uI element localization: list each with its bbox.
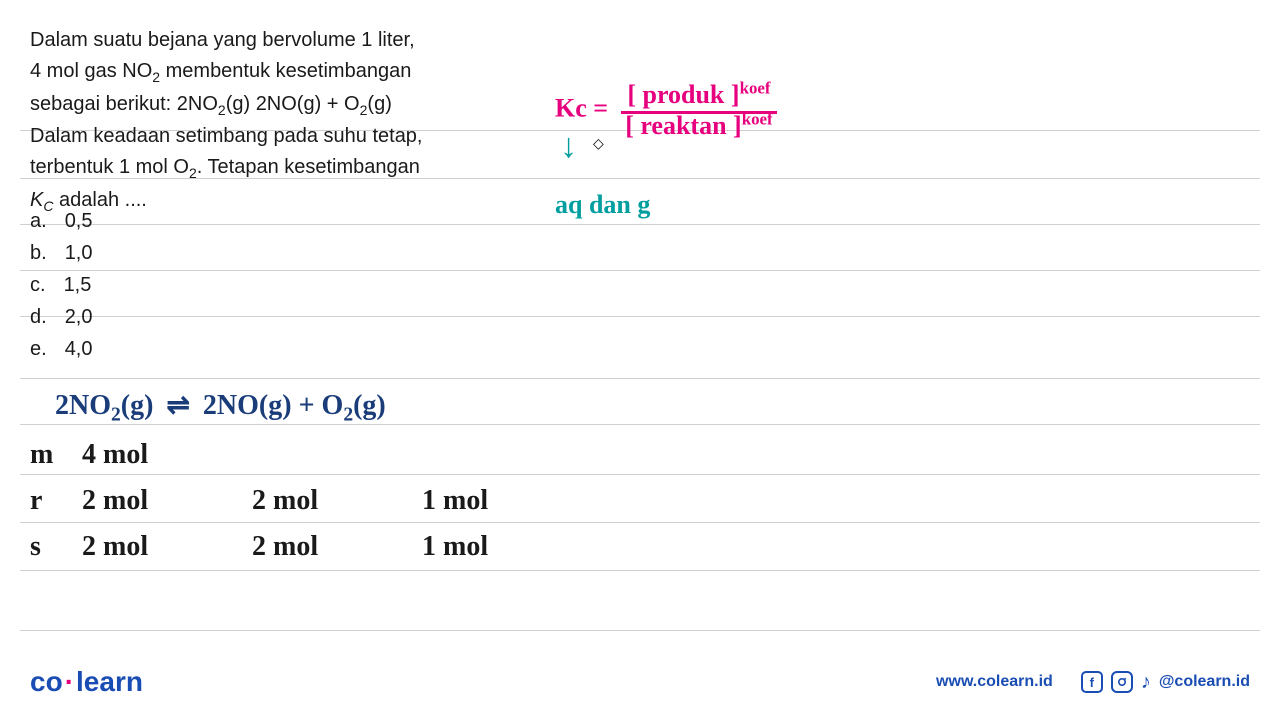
facebook-icon[interactable]: f [1081,671,1103,693]
instagram-icon[interactable] [1111,671,1133,693]
kc-formula: Kc = [ produk ]koef [ reaktan ]koef [555,78,777,141]
reaction-equation: 2NO2(g) ⇌ 2NO(g) + O2(g) [55,388,386,427]
option-d: d.2,0 [30,301,93,333]
option-c: c.1,5 [30,269,93,301]
arrow-down-icon: ↓ [560,128,577,166]
q-line4: Dalam keadaan setimbang pada suhu tetap, [30,125,423,147]
question-text: Dalam suatu bejana yang bervolume 1 lite… [30,25,530,218]
aq-and-g-note: aq dan g [555,190,650,220]
q-line5a: terbentuk 1 mol O [30,156,189,178]
ice-row-r: r 2 mol 2 mol 1 mol [30,478,562,524]
q-line3a: sebagai berikut: 2NO [30,93,218,115]
social-handle: @colearn.id [1159,673,1250,691]
ice-table: m 4 mol r 2 mol 2 mol 1 mol s 2 mol 2 mo… [30,432,562,570]
website-link[interactable]: www.colearn.id [936,673,1053,691]
q-line1: Dalam suatu bejana yang bervolume 1 lite… [30,29,415,51]
option-e: e.4,0 [30,333,93,365]
q-line2a: 4 mol gas NO [30,60,152,82]
q-line3b: (g) 2NO(g) + O [226,93,360,115]
tiktok-icon[interactable]: ♪ [1141,671,1151,694]
kc-lhs: Kc = [555,94,608,123]
colearn-logo: co·learn [30,666,143,698]
q-line3c: (g) [367,93,391,115]
q-line2b: membentuk kesetimbangan [160,60,411,82]
q-line5b: . Tetapan kesetimbangan [197,156,420,178]
social-icons: f ♪ @colearn.id [1081,671,1250,694]
ice-row-m: m 4 mol [30,432,562,478]
footer: co·learn www.colearn.id f ♪ @colearn.id [30,666,1250,698]
footer-right: www.colearn.id f ♪ @colearn.id [936,671,1250,694]
option-a: a.0,5 [30,205,93,237]
ice-row-s: s 2 mol 2 mol 1 mol [30,524,562,570]
answer-options: a.0,5 b.1,0 c.1,5 d.2,0 e.4,0 [30,205,93,365]
option-b: b.1,0 [30,237,93,269]
